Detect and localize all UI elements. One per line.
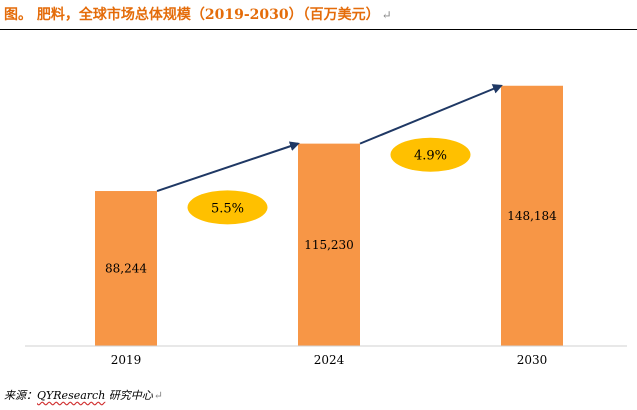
x-tick-label: 2030 bbox=[517, 353, 548, 367]
bar-2030 bbox=[501, 85, 563, 347]
source-note: 来源：QYResearch 研究中心↵ bbox=[4, 389, 164, 402]
growth-arrow-icon bbox=[359, 84, 503, 145]
growth-arrows bbox=[156, 84, 503, 192]
bar-2019 bbox=[95, 191, 157, 346]
bar-value-label: 88,244 bbox=[105, 262, 147, 276]
bar-2024 bbox=[298, 143, 360, 346]
paragraph-mark-icon: ↵ bbox=[381, 8, 392, 22]
bar-value-label: 115,230 bbox=[304, 238, 354, 252]
x-tick-labels: 2019 2024 2030 bbox=[111, 353, 548, 367]
growth-rate-badge bbox=[187, 190, 268, 225]
title-underline bbox=[0, 29, 637, 30]
paragraph-mark-icon: ↵ bbox=[153, 389, 164, 402]
x-tick-label: 2019 bbox=[111, 353, 142, 367]
growth-badges: 5.5% 4.9% bbox=[187, 137, 471, 225]
growth-rate-label: 5.5% bbox=[211, 201, 244, 216]
x-tick-label: 2024 bbox=[314, 353, 345, 367]
bars: 88,244 115,230 148,184 bbox=[95, 85, 563, 347]
growth-arrow-icon bbox=[156, 141, 300, 192]
chart-title: 图。 肥料，全球市场总体规模（2019-2030）（百万美元） ↵ bbox=[4, 7, 392, 23]
bar-value-label: 148,184 bbox=[507, 209, 557, 223]
growth-rate-badge bbox=[390, 137, 471, 172]
source-brand: QYResearch bbox=[37, 389, 106, 402]
growth-rate-label: 4.9% bbox=[414, 149, 447, 164]
